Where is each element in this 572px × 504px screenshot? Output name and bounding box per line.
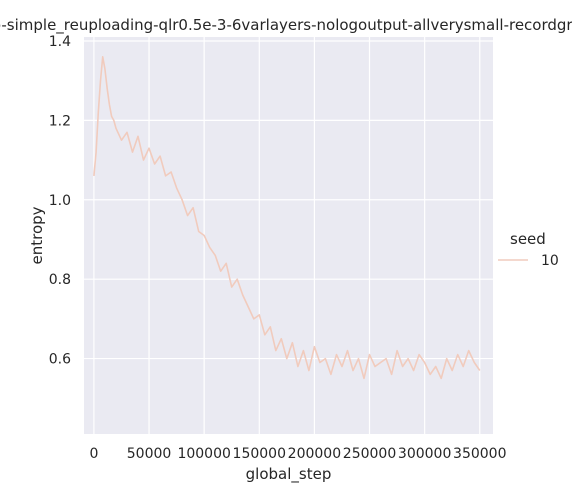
x-tick-label: 300000 [398, 446, 451, 462]
legend-entry-10: 10 [541, 253, 559, 269]
x-tick-label: 150000 [233, 446, 286, 462]
grid [84, 37, 493, 434]
legend-title: seed [510, 230, 546, 248]
x-axis: 0 50000 100000 150000 200000 250000 300000 3500… [89, 446, 506, 462]
x-axis-label: global_step [246, 465, 332, 484]
y-tick-label: 0.6 [49, 352, 71, 368]
x-tick-label: 100000 [177, 446, 230, 462]
y-axis: 0.6 0.8 1.0 1.2 1.4 [49, 34, 71, 368]
x-tick-label: 0 [89, 446, 98, 462]
series-line-10 [93, 55, 481, 380]
y-tick-label: 1.2 [49, 113, 71, 129]
series-layer [93, 55, 481, 380]
plot-area [84, 37, 493, 434]
x-tick-label: 350000 [453, 446, 506, 462]
legend: seed 10 [498, 230, 559, 269]
y-tick-label: 1.0 [49, 193, 71, 209]
x-tick-label: 200000 [288, 446, 341, 462]
x-tick-label: 250000 [343, 446, 396, 462]
x-tick-label: 50000 [127, 446, 172, 462]
y-tick-label: 1.4 [49, 34, 71, 50]
y-axis-label: entropy [28, 206, 46, 264]
y-tick-label: 0.8 [49, 272, 71, 288]
chart-title: ppo-simple_reuploading-qlr0.5e-3-6varlay… [0, 16, 572, 35]
